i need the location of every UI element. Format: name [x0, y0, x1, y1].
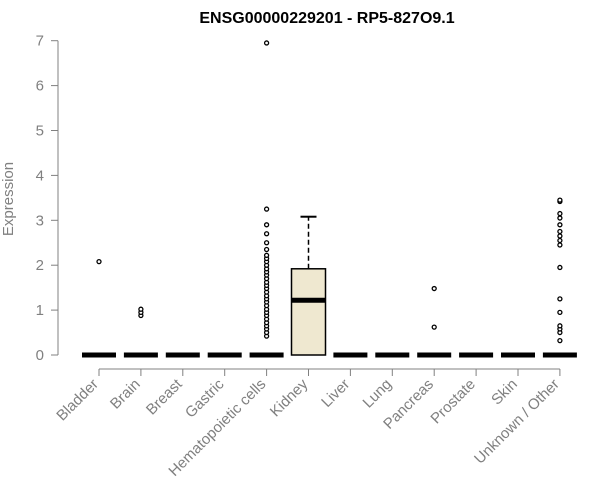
box-brain [123, 306, 158, 358]
outlier-point [263, 231, 270, 237]
x-tick-label: Bladder [53, 376, 102, 425]
outlier-point [431, 324, 437, 330]
y-tick-label: 3 [36, 212, 44, 229]
outlier-point [96, 258, 102, 265]
outlier-point [263, 222, 270, 228]
outlier-point [263, 40, 270, 46]
chart-title: ENSG00000229201 - RP5-827O9.1 [199, 10, 454, 27]
outlier-point [263, 240, 270, 246]
outlier-point [557, 197, 563, 203]
y-tick-label: 7 [36, 33, 44, 50]
y-tick-label: 1 [36, 302, 44, 319]
y-tick-label: 5 [36, 123, 44, 140]
x-tick-label: Skin [488, 376, 521, 409]
x-tick-label: Kidney [267, 375, 312, 420]
y-tick-label: 6 [36, 78, 44, 95]
box-pancreas [417, 285, 452, 358]
outlier-point [557, 242, 563, 248]
x-tick-label: Brain [107, 376, 144, 413]
outlier-point [263, 252, 270, 258]
y-tick-label: 4 [36, 167, 44, 184]
outlier-point [557, 233, 563, 239]
outlier-point [557, 210, 563, 217]
outlier-point [138, 306, 144, 312]
box-hematopoietic-cells [249, 40, 284, 358]
outlier-point [557, 237, 563, 244]
box-bladder [82, 258, 116, 358]
y-axis: 0 1 2 3 4 5 6 7 [36, 33, 59, 364]
outlier-point [263, 206, 270, 212]
y-tick-label: 2 [36, 257, 44, 274]
x-tick-label: Prostate [427, 376, 479, 428]
outlier-point [557, 264, 563, 271]
outlier-point [557, 222, 563, 228]
outlier-point [557, 296, 563, 302]
x-tick-label: Breast [143, 375, 186, 418]
outlier-point [557, 228, 563, 235]
outlier-point [431, 285, 437, 292]
y-tick-label: 0 [36, 347, 44, 364]
box-kidney [290, 215, 327, 356]
outlier-point [557, 215, 563, 221]
x-tick-label: Liver [318, 376, 353, 411]
outlier-point [557, 337, 563, 344]
boxes-layer [82, 40, 577, 358]
outlier-point [557, 309, 563, 315]
y-axis-label: Expression [0, 162, 17, 236]
x-tick-label: Lung [360, 376, 396, 412]
iqr-box [290, 268, 327, 356]
box-unknown-other [542, 197, 577, 358]
outlier-point [263, 246, 270, 253]
outlier-point [557, 323, 563, 329]
